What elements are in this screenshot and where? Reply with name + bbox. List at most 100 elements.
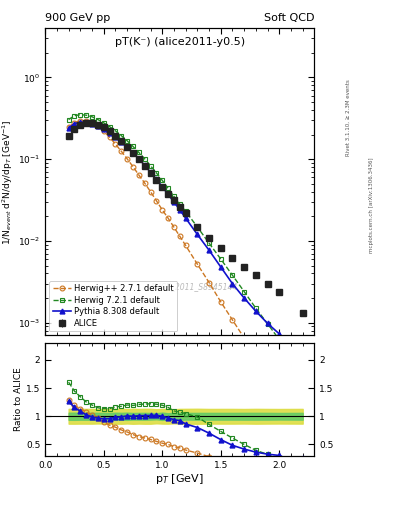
Herwig 7.2.1 default	[148, 163, 153, 169]
Pythia 8.308 default	[66, 125, 71, 131]
Pythia 8.308 default	[101, 126, 106, 132]
Herwig++ 2.7.1 default	[230, 317, 235, 323]
Pythia 8.308 default	[166, 191, 171, 198]
Herwig 7.2.1 default	[78, 112, 83, 118]
Pythia 8.308 default	[84, 119, 88, 125]
Herwig 7.2.1 default	[166, 185, 171, 191]
Text: 900 GeV pp: 900 GeV pp	[45, 13, 110, 23]
Herwig++ 2.7.1 default	[242, 335, 246, 341]
Herwig++ 2.7.1 default	[172, 224, 176, 230]
Herwig 7.2.1 default	[178, 201, 182, 207]
Pythia 8.308 default	[195, 231, 200, 238]
Text: pT(K⁻) (alice2011-y0.5): pT(K⁻) (alice2011-y0.5)	[115, 37, 245, 48]
Herwig++ 2.7.1 default	[136, 172, 141, 178]
Herwig 7.2.1 default	[66, 117, 71, 123]
Herwig 7.2.1 default	[277, 336, 282, 343]
Herwig++ 2.7.1 default	[277, 390, 282, 396]
Herwig++ 2.7.1 default	[119, 148, 124, 154]
Herwig++ 2.7.1 default	[72, 119, 77, 125]
Pythia 8.308 default	[107, 130, 112, 136]
Herwig 7.2.1 default	[300, 369, 305, 375]
Herwig 7.2.1 default	[230, 272, 235, 279]
Herwig 7.2.1 default	[130, 143, 135, 150]
Pythia 8.308 default	[78, 119, 83, 125]
Herwig++ 2.7.1 default	[142, 180, 147, 186]
Herwig 7.2.1 default	[219, 256, 223, 262]
Herwig++ 2.7.1 default	[66, 124, 71, 131]
Herwig 7.2.1 default	[119, 133, 124, 139]
Herwig 7.2.1 default	[265, 321, 270, 327]
Pythia 8.308 default	[183, 215, 188, 221]
Herwig++ 2.7.1 default	[178, 233, 182, 239]
Pythia 8.308 default	[230, 281, 235, 287]
Pythia 8.308 default	[300, 358, 305, 364]
Herwig++ 2.7.1 default	[219, 298, 223, 305]
Pythia 8.308 default	[154, 176, 159, 182]
Pythia 8.308 default	[90, 120, 94, 126]
Herwig++ 2.7.1 default	[154, 198, 159, 204]
Herwig++ 2.7.1 default	[90, 119, 94, 125]
Legend: Herwig++ 2.7.1 default, Herwig 7.2.1 default, Pythia 8.308 default, ALICE: Herwig++ 2.7.1 default, Herwig 7.2.1 def…	[50, 281, 177, 331]
Pythia 8.308 default	[160, 184, 165, 190]
Herwig++ 2.7.1 default	[207, 280, 211, 286]
Herwig++ 2.7.1 default	[265, 372, 270, 378]
Text: Soft QCD: Soft QCD	[264, 13, 314, 23]
Herwig 7.2.1 default	[207, 240, 211, 246]
Herwig 7.2.1 default	[113, 128, 118, 134]
Pythia 8.308 default	[288, 343, 293, 349]
Herwig++ 2.7.1 default	[113, 141, 118, 147]
Pythia 8.308 default	[125, 144, 129, 150]
Herwig++ 2.7.1 default	[107, 134, 112, 140]
Pythia 8.308 default	[277, 331, 282, 337]
Y-axis label: Ratio to ALICE: Ratio to ALICE	[14, 368, 23, 431]
Herwig++ 2.7.1 default	[183, 242, 188, 248]
Line: Pythia 8.308 default: Pythia 8.308 default	[66, 120, 305, 364]
Herwig++ 2.7.1 default	[166, 215, 171, 221]
Pythia 8.308 default	[219, 264, 223, 270]
Herwig++ 2.7.1 default	[288, 408, 293, 414]
Herwig++ 2.7.1 default	[125, 156, 129, 162]
Herwig 7.2.1 default	[125, 138, 129, 144]
Pythia 8.308 default	[265, 321, 270, 327]
Pythia 8.308 default	[207, 247, 211, 253]
Herwig 7.2.1 default	[72, 113, 77, 119]
Line: Herwig 7.2.1 default: Herwig 7.2.1 default	[66, 112, 305, 374]
Herwig 7.2.1 default	[107, 123, 112, 130]
Pythia 8.308 default	[242, 295, 246, 301]
Herwig 7.2.1 default	[142, 156, 147, 162]
Y-axis label: 1/N$_{event}$ d$^2$N/dy/dp$_T$ [GeV$^{-1}$]: 1/N$_{event}$ d$^2$N/dy/dp$_T$ [GeV$^{-1…	[1, 119, 15, 245]
Herwig 7.2.1 default	[242, 289, 246, 295]
Text: Rivet 3.1.10, ≥ 2.3M events: Rivet 3.1.10, ≥ 2.3M events	[345, 79, 350, 156]
Herwig 7.2.1 default	[90, 114, 94, 120]
Pythia 8.308 default	[178, 207, 182, 213]
Pythia 8.308 default	[95, 123, 100, 129]
Herwig++ 2.7.1 default	[148, 188, 153, 195]
Pythia 8.308 default	[136, 156, 141, 162]
Herwig++ 2.7.1 default	[101, 128, 106, 134]
Herwig++ 2.7.1 default	[84, 118, 88, 124]
Pythia 8.308 default	[253, 308, 258, 314]
Herwig 7.2.1 default	[136, 150, 141, 156]
Herwig 7.2.1 default	[195, 224, 200, 230]
Pythia 8.308 default	[130, 150, 135, 156]
Line: Herwig++ 2.7.1 default: Herwig++ 2.7.1 default	[66, 118, 305, 432]
Herwig++ 2.7.1 default	[253, 353, 258, 359]
Pythia 8.308 default	[113, 134, 118, 140]
Herwig++ 2.7.1 default	[195, 261, 200, 267]
Herwig++ 2.7.1 default	[95, 123, 100, 129]
Herwig 7.2.1 default	[101, 120, 106, 126]
Pythia 8.308 default	[72, 120, 77, 126]
Text: ALICE_2011_S8945144: ALICE_2011_S8945144	[149, 282, 237, 291]
Herwig 7.2.1 default	[183, 208, 188, 215]
Herwig 7.2.1 default	[172, 194, 176, 200]
Herwig++ 2.7.1 default	[78, 118, 83, 124]
Pythia 8.308 default	[142, 162, 147, 168]
Pythia 8.308 default	[148, 169, 153, 176]
Herwig++ 2.7.1 default	[160, 207, 165, 213]
Herwig 7.2.1 default	[95, 117, 100, 123]
X-axis label: p$_T$ [GeV]: p$_T$ [GeV]	[156, 472, 204, 486]
Herwig++ 2.7.1 default	[130, 163, 135, 169]
Herwig 7.2.1 default	[84, 112, 88, 118]
Text: mcplots.cern.ch [arXiv:1306.3436]: mcplots.cern.ch [arXiv:1306.3436]	[369, 157, 374, 252]
Herwig 7.2.1 default	[154, 170, 159, 176]
